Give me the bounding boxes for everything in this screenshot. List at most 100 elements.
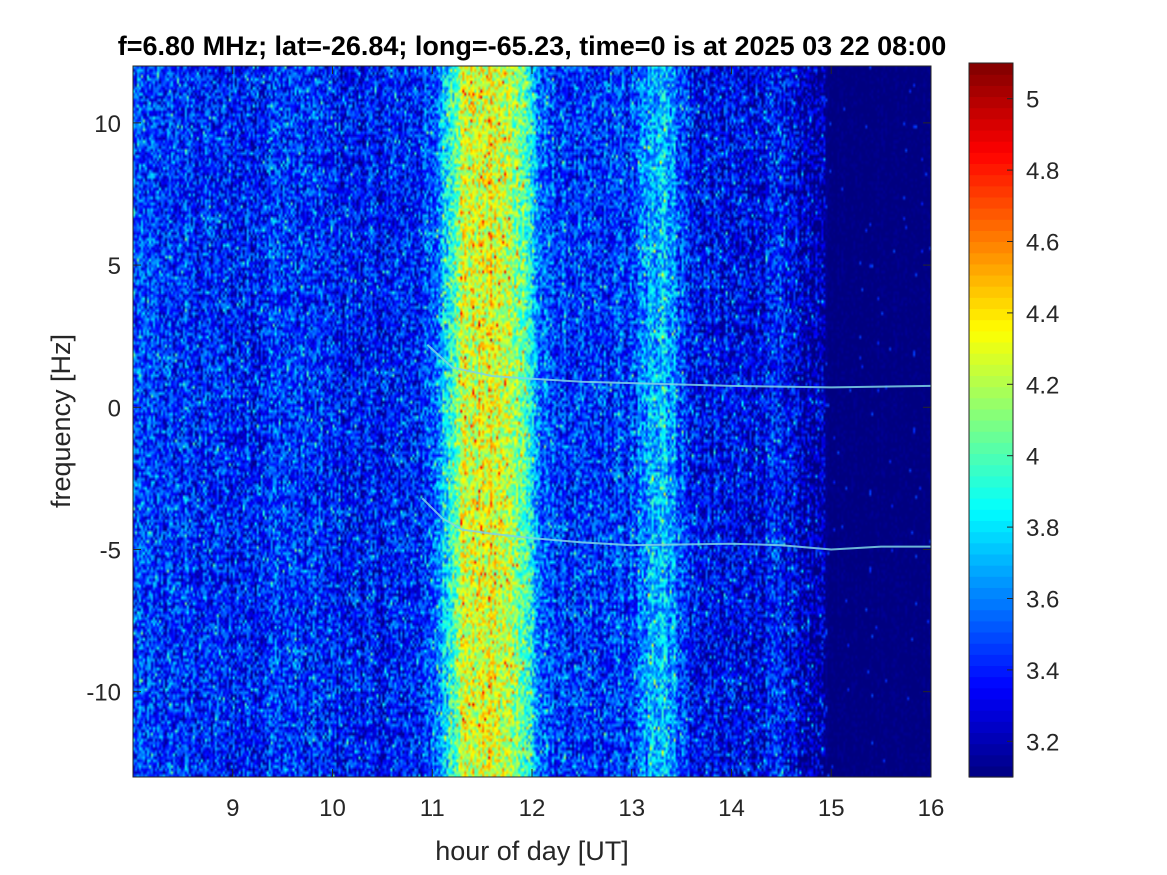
colorbar-step bbox=[969, 118, 1013, 131]
colorbar-tick-label: 4.6 bbox=[1026, 230, 1059, 257]
colorbar-step bbox=[969, 386, 1013, 399]
colorbar-ticks: 3.2 3.4 3.6 3.8 4 4.2 4.4 4.6 4.8 5 bbox=[1007, 87, 1059, 756]
colorbar-step bbox=[969, 397, 1013, 410]
colorbar-step bbox=[969, 230, 1013, 243]
x-tick-label: 13 bbox=[618, 795, 645, 822]
colorbar-tick-label: 3.2 bbox=[1026, 729, 1059, 756]
colorbar-tick-label: 4.2 bbox=[1026, 372, 1059, 399]
colorbar-tick-label: 3.4 bbox=[1026, 658, 1059, 685]
colorbar-step bbox=[969, 732, 1013, 745]
colorbar-step bbox=[969, 319, 1013, 332]
colorbar-step bbox=[969, 308, 1013, 321]
plot-area: 9 10 11 12 13 14 15 16 -10 -5 0 5 10 bbox=[86, 65, 944, 822]
colorbar-step bbox=[969, 509, 1013, 522]
y-tick-label: 0 bbox=[108, 395, 121, 422]
y-tick-label: -5 bbox=[100, 537, 121, 564]
colorbar-step bbox=[969, 654, 1013, 667]
colorbar-step bbox=[969, 185, 1013, 198]
colorbar-step bbox=[969, 486, 1013, 499]
x-axis-ticks: 9 10 11 12 13 14 15 16 bbox=[226, 66, 944, 822]
colorbar-step bbox=[969, 85, 1013, 98]
colorbar-step bbox=[969, 542, 1013, 555]
colorbar-step bbox=[969, 565, 1013, 577]
colorbar-gradient bbox=[969, 63, 1013, 778]
y-axis-ticks: -10 -5 0 5 10 bbox=[86, 111, 931, 707]
colorbar-step bbox=[969, 698, 1013, 711]
doppler-traces bbox=[421, 343, 932, 551]
colorbar-step bbox=[969, 63, 1013, 75]
colorbar-tick-label: 5 bbox=[1026, 87, 1039, 114]
x-tick-label: 11 bbox=[420, 795, 445, 822]
doppler-trace-2 bbox=[421, 497, 931, 551]
colorbar-step bbox=[969, 107, 1013, 120]
colorbar-step bbox=[969, 263, 1013, 276]
x-tick-label: 9 bbox=[226, 795, 239, 822]
colorbar-step bbox=[969, 676, 1013, 689]
colorbar-step bbox=[969, 152, 1013, 165]
colorbar-step bbox=[969, 96, 1013, 109]
colorbar-tick-label: 3.6 bbox=[1026, 587, 1059, 614]
colorbar-step bbox=[969, 241, 1013, 254]
chart-title: f=6.80 MHz; lat=-26.84; long=-65.23, tim… bbox=[118, 31, 946, 61]
colorbar-step bbox=[969, 274, 1013, 287]
colorbar-frame bbox=[968, 62, 1014, 778]
colorbar-tick-label: 4.8 bbox=[1026, 158, 1059, 185]
colorbar-step bbox=[969, 721, 1013, 733]
colorbar-step bbox=[969, 687, 1013, 700]
colorbar-step bbox=[969, 286, 1013, 298]
colorbar-step bbox=[969, 408, 1013, 421]
colorbar-step bbox=[969, 219, 1013, 231]
colorbar-tick-label: 4 bbox=[1026, 444, 1039, 471]
colorbar-step bbox=[969, 498, 1013, 510]
y-axis-label: frequency [Hz] bbox=[46, 334, 76, 508]
colorbar-step bbox=[969, 252, 1013, 265]
colorbar-step bbox=[969, 620, 1013, 633]
colorbar-step bbox=[969, 196, 1013, 209]
x-tick-label: 16 bbox=[918, 795, 945, 822]
colorbar-step bbox=[969, 754, 1013, 767]
doppler-trace-1 bbox=[426, 343, 932, 389]
colorbar-step bbox=[969, 643, 1013, 655]
colorbar-step bbox=[969, 464, 1013, 477]
colorbar-step bbox=[969, 129, 1013, 142]
colorbar-step bbox=[969, 420, 1013, 432]
x-tick-label: 12 bbox=[519, 795, 546, 822]
colorbar-step bbox=[969, 631, 1013, 644]
colorbar-step bbox=[969, 531, 1013, 544]
colorbar-step bbox=[969, 431, 1013, 443]
colorbar-step bbox=[969, 453, 1013, 466]
y-tick-label: 5 bbox=[108, 253, 121, 280]
colorbar-step bbox=[969, 330, 1013, 343]
spectrogram-heatmap bbox=[133, 66, 931, 777]
colorbar-step bbox=[969, 553, 1013, 566]
colorbar: 3.2 3.4 3.6 3.8 4 4.2 4.4 4.6 4.8 5 bbox=[968, 62, 1059, 778]
colorbar-step bbox=[969, 710, 1013, 722]
colorbar-step bbox=[969, 765, 1013, 778]
colorbar-step bbox=[969, 174, 1013, 187]
x-axis-label: hour of day [UT] bbox=[435, 836, 629, 866]
colorbar-step bbox=[969, 341, 1013, 354]
colorbar-step bbox=[969, 598, 1013, 611]
colorbar-step bbox=[969, 297, 1013, 310]
colorbar-step bbox=[969, 364, 1013, 376]
colorbar-step bbox=[969, 609, 1013, 622]
y-tick-label: 10 bbox=[94, 111, 121, 138]
colorbar-step bbox=[969, 208, 1013, 220]
colorbar-step bbox=[969, 141, 1013, 153]
colorbar-step bbox=[969, 587, 1013, 600]
x-tick-label: 10 bbox=[319, 795, 346, 822]
x-tick-label: 14 bbox=[718, 795, 745, 822]
colorbar-step bbox=[969, 74, 1013, 86]
colorbar-step bbox=[969, 353, 1013, 365]
colorbar-step bbox=[969, 665, 1013, 678]
colorbar-step bbox=[969, 375, 1013, 388]
colorbar-tick-label: 4.4 bbox=[1026, 301, 1059, 328]
colorbar-step bbox=[969, 475, 1013, 488]
colorbar-tick-label: 3.8 bbox=[1026, 515, 1059, 542]
x-tick-label: 15 bbox=[818, 795, 845, 822]
colorbar-step bbox=[969, 743, 1013, 756]
y-tick-label: -10 bbox=[86, 680, 121, 707]
colorbar-step bbox=[969, 163, 1013, 176]
colorbar-step bbox=[969, 442, 1013, 455]
